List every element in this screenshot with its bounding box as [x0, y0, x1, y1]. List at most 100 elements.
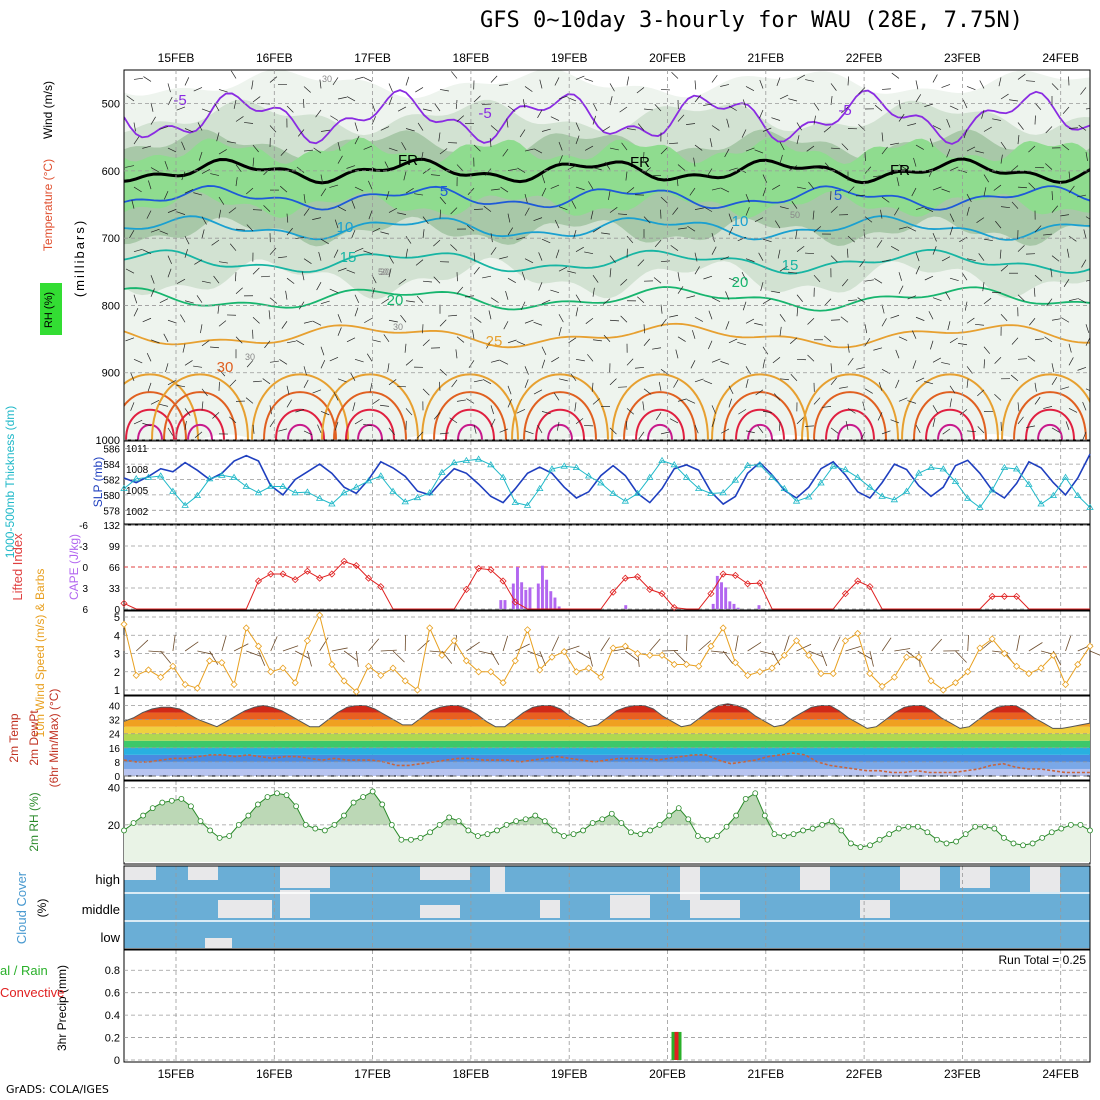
wind-barb: [303, 379, 309, 389]
rh-point: [819, 821, 826, 828]
wind-barb: [1051, 83, 1059, 91]
rh-point: [264, 794, 271, 800]
wind-barb: [490, 359, 500, 363]
wind-barb: [538, 252, 543, 261]
wind-barb: [575, 358, 585, 362]
wind-barb: [711, 187, 721, 191]
slp-point: [572, 463, 581, 470]
wind-barb: [592, 115, 596, 125]
wind-barb: [159, 298, 169, 303]
wind-barb-10m: [307, 650, 312, 667]
temp-contour-20: [124, 286, 1090, 312]
wind-barb: [847, 408, 856, 414]
precip-bar-convective: [674, 1031, 679, 1060]
wind-barb: [303, 194, 306, 204]
wind-barb: [638, 431, 645, 440]
wind-speed-point: [707, 642, 715, 650]
wind-barb: [966, 193, 972, 203]
wind-barb: [1060, 214, 1070, 217]
y-tick-label: 0: [114, 772, 120, 783]
x-tick-label-top: 23FEB: [944, 51, 981, 65]
slp-point: [218, 471, 226, 478]
wind-barb: [252, 316, 260, 324]
wind-barb: [503, 321, 509, 330]
wind-barb: [728, 213, 733, 223]
rh-point: [388, 821, 395, 828]
wind-barb: [286, 277, 295, 284]
temp-contour-warm: [433, 391, 507, 440]
wind-barb: [1068, 185, 1075, 194]
wind-barb: [779, 265, 788, 272]
lifted-index-point: [462, 585, 470, 593]
y-tick-label: 500: [102, 99, 120, 111]
wind-barb: [864, 279, 874, 282]
wind-barb: [626, 76, 630, 86]
wind-barb: [246, 224, 254, 232]
y-tick-label: 40: [109, 702, 121, 713]
temp-contour-warm: [747, 424, 773, 440]
slp-point: [523, 501, 532, 508]
rh-point: [628, 829, 634, 836]
wind-barb: [312, 217, 322, 220]
slp-point: [1086, 503, 1094, 510]
legend-rh-swatch: [40, 283, 62, 335]
rh-contour-label: 30: [393, 322, 403, 332]
wind-barb: [772, 184, 781, 190]
wind-barb: [431, 174, 441, 176]
y-tick-label: 24: [109, 730, 121, 741]
wind-barb: [755, 389, 764, 396]
cape-bar: [732, 603, 736, 609]
wind-barb: [653, 277, 662, 284]
wind-barb: [405, 235, 412, 244]
wind-barb: [251, 80, 254, 90]
wind-barb: [167, 380, 176, 386]
wind-barb: [303, 86, 311, 93]
wind-barb: [946, 148, 951, 158]
wind-barb: [346, 337, 356, 343]
rh-point: [235, 821, 242, 828]
wind-barb: [966, 366, 973, 374]
lifted-index-point: [658, 590, 666, 598]
wind-barb: [660, 431, 670, 435]
wind-barb: [601, 232, 611, 235]
wind-barb: [521, 271, 526, 281]
wind-barb: [745, 318, 755, 324]
wind-barb: [1060, 386, 1070, 390]
wind-barb: [915, 80, 919, 90]
slp-point: [670, 461, 678, 468]
y-tick-label-left: -3: [79, 542, 88, 553]
x-tick-label-top: 24FEB: [1042, 51, 1079, 65]
wind-barb: [235, 287, 243, 294]
wind-barb: [150, 167, 160, 173]
wind-barb: [677, 286, 684, 294]
wind-speed-point: [413, 686, 422, 694]
wind-speed-point: [951, 679, 960, 687]
wind-barb: [942, 428, 951, 435]
slp-point: [646, 473, 654, 480]
y-tick-label-right: 1011: [126, 444, 148, 455]
wind-barb: [434, 103, 441, 112]
wind-barb: [558, 95, 568, 100]
wind-barb: [499, 428, 509, 433]
run-total-label: Run Total = 0.25: [998, 953, 1086, 967]
wind-barb: [932, 74, 938, 83]
slp-point: [1037, 500, 1045, 507]
slp-point: [695, 484, 703, 491]
legend-wind: Wind (m/s): [41, 81, 55, 139]
wind-barb: [741, 129, 747, 138]
wind-barb: [898, 113, 905, 122]
wind-barb-10m: [246, 650, 262, 657]
wind-speed-point: [254, 642, 263, 650]
wind-barb: [804, 252, 815, 255]
wind-barb: [279, 185, 288, 193]
wind-barb: [961, 272, 968, 281]
slp-point: [389, 487, 397, 494]
cape-bar: [736, 607, 740, 609]
y-tick-label: 582: [103, 476, 120, 487]
wind-barb: [125, 165, 135, 168]
wind-speed-point: [609, 644, 617, 652]
wind-barb: [388, 268, 392, 278]
wind-speed-point: [487, 668, 495, 676]
wind-barb: [486, 340, 492, 349]
wind-barb: [643, 324, 645, 334]
